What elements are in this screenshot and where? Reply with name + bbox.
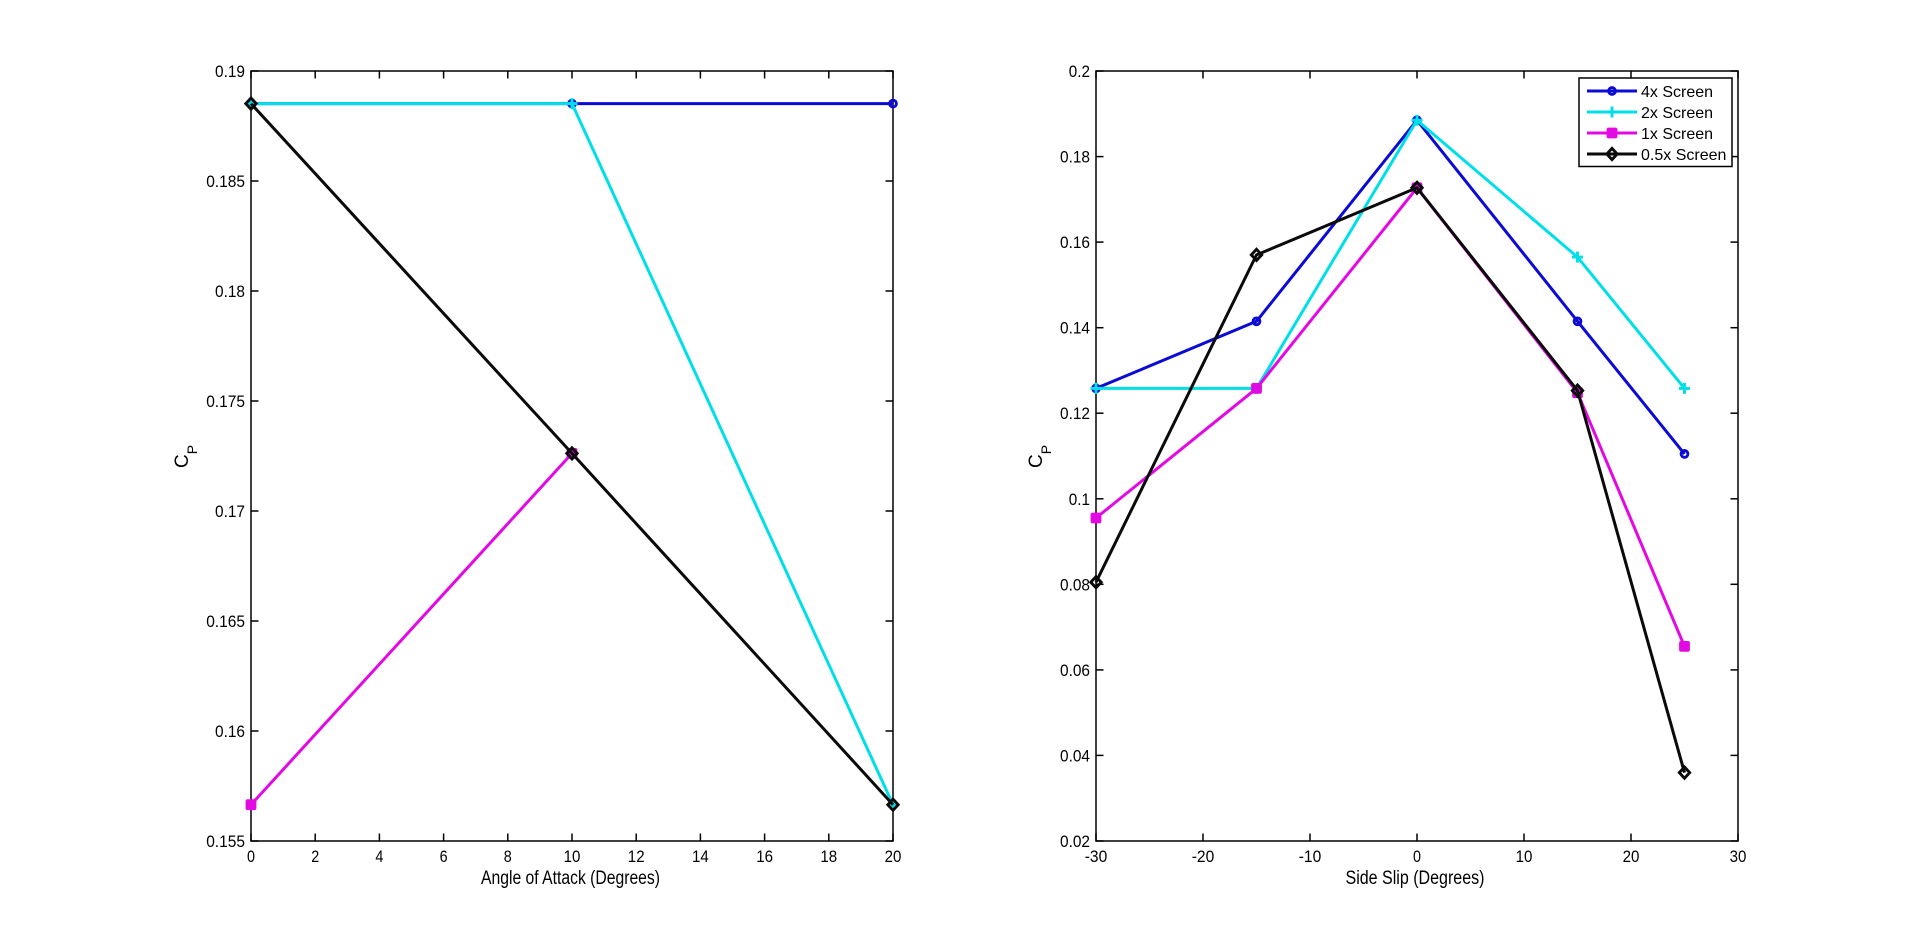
svg-text:12: 12 xyxy=(628,847,645,866)
svg-text:0: 0 xyxy=(1413,847,1421,866)
svg-text:0.14: 0.14 xyxy=(1060,319,1090,338)
svg-text:0.06: 0.06 xyxy=(1060,661,1090,680)
svg-text:4x Screen: 4x Screen xyxy=(1641,84,1713,101)
svg-text:0.1: 0.1 xyxy=(1069,490,1090,509)
svg-text:0.19: 0.19 xyxy=(215,62,245,81)
svg-text:0.2: 0.2 xyxy=(1069,62,1090,81)
svg-text:0.08: 0.08 xyxy=(1060,575,1090,594)
svg-text:10: 10 xyxy=(1516,847,1533,866)
svg-text:2x Screen: 2x Screen xyxy=(1641,105,1713,122)
svg-text:0.155: 0.155 xyxy=(206,832,245,851)
svg-text:0.185: 0.185 xyxy=(206,172,245,191)
svg-text:8: 8 xyxy=(504,847,512,866)
svg-text:0.5x Screen: 0.5x Screen xyxy=(1641,147,1726,164)
svg-text:-20: -20 xyxy=(1192,847,1215,866)
svg-text:30: 30 xyxy=(1730,847,1747,866)
svg-text:18: 18 xyxy=(820,847,837,866)
svg-text:Side Slip (Degrees): Side Slip (Degrees) xyxy=(1346,868,1485,889)
svg-text:0.18: 0.18 xyxy=(1060,148,1090,167)
svg-text:14: 14 xyxy=(692,847,709,866)
svg-text:1x Screen: 1x Screen xyxy=(1641,126,1713,143)
svg-text:0.165: 0.165 xyxy=(206,612,245,631)
svg-text:20: 20 xyxy=(885,847,902,866)
svg-text:20: 20 xyxy=(1623,847,1640,866)
svg-text:2: 2 xyxy=(311,847,319,866)
svg-text:0: 0 xyxy=(247,847,255,866)
svg-text:10: 10 xyxy=(564,847,581,866)
svg-text:0.17: 0.17 xyxy=(215,502,245,521)
svg-text:0.16: 0.16 xyxy=(215,722,245,741)
svg-text:Angle of Attack (Degrees): Angle of Attack (Degrees) xyxy=(481,868,660,889)
svg-text:16: 16 xyxy=(756,847,773,866)
svg-text:0.18: 0.18 xyxy=(215,282,245,301)
svg-text:0.175: 0.175 xyxy=(206,392,245,411)
svg-text:0.04: 0.04 xyxy=(1060,746,1090,765)
svg-text:0.16: 0.16 xyxy=(1060,233,1090,252)
svg-text:4: 4 xyxy=(375,847,383,866)
svg-text:6: 6 xyxy=(440,847,448,866)
svg-text:-10: -10 xyxy=(1299,847,1322,866)
svg-text:0.02: 0.02 xyxy=(1060,832,1090,851)
svg-text:-30: -30 xyxy=(1085,847,1108,866)
svg-text:0.12: 0.12 xyxy=(1060,404,1090,423)
